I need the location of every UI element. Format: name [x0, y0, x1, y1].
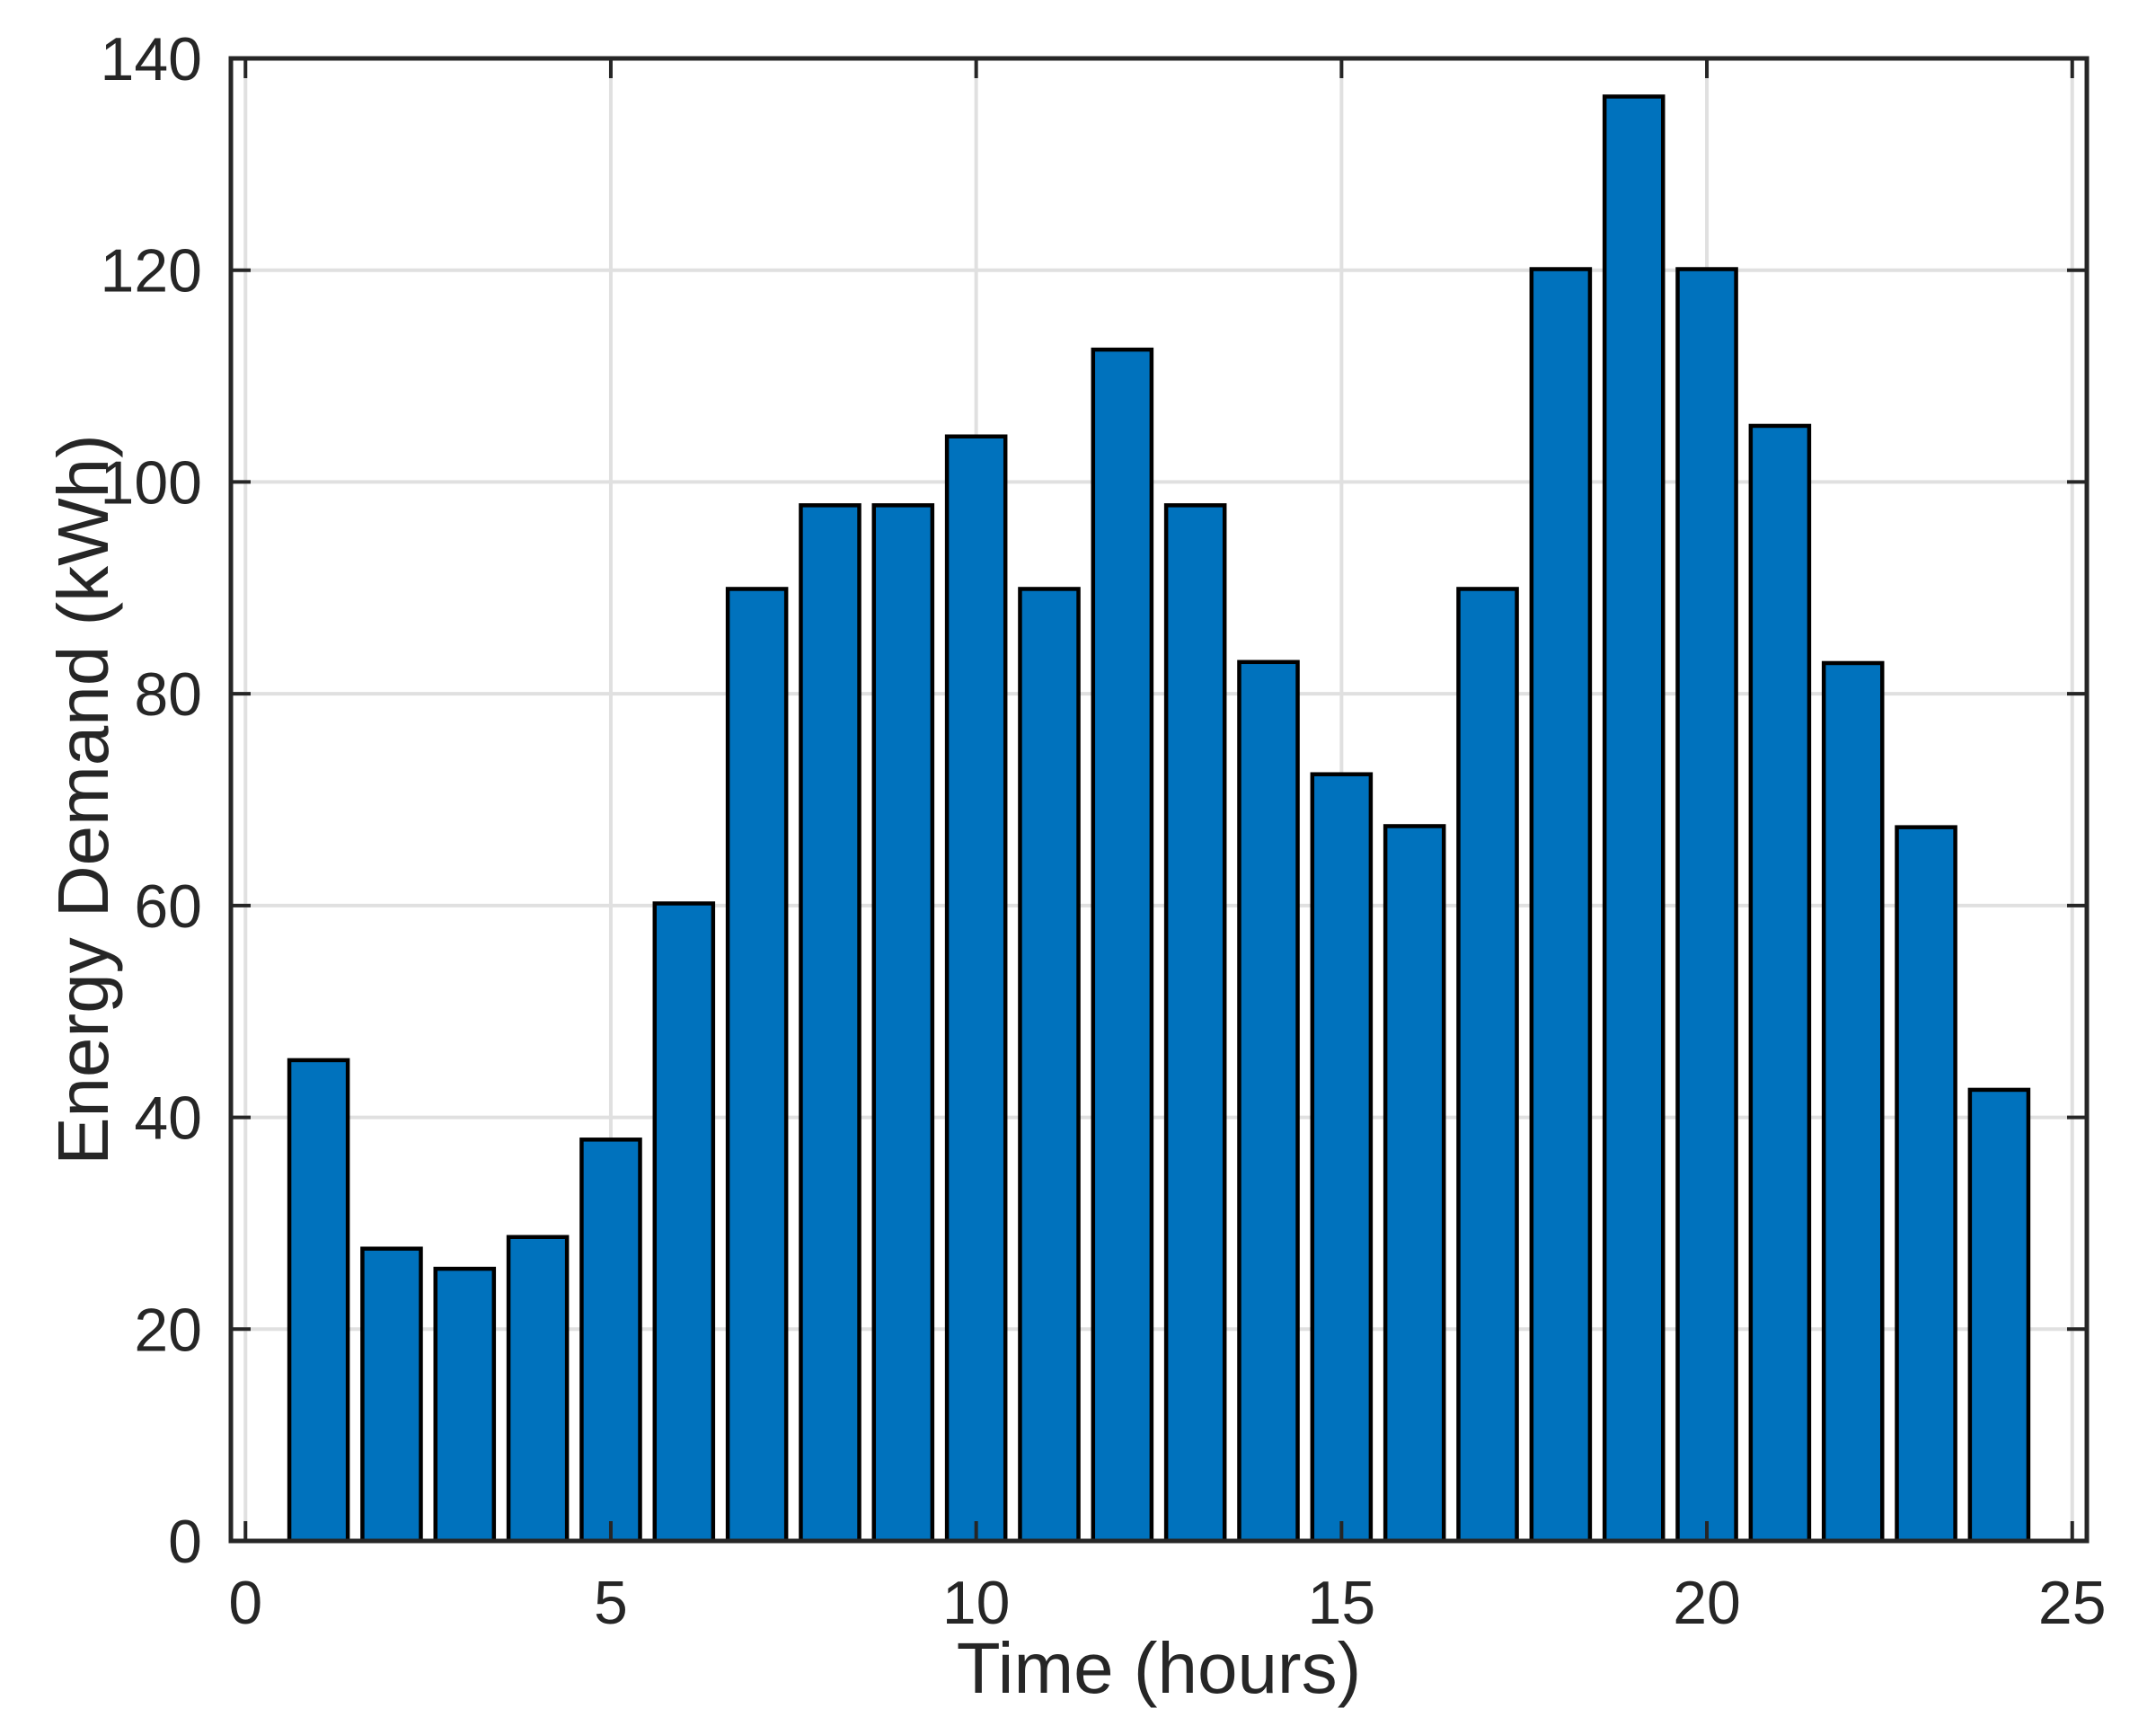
- bar-hour-17: [1456, 587, 1519, 1544]
- bar-hour-18: [1529, 267, 1593, 1544]
- bar-hour-12: [1091, 347, 1154, 1544]
- bar-hour-23: [1895, 825, 1957, 1544]
- bar-hour-5: [579, 1137, 642, 1544]
- bar-hour-2: [360, 1246, 423, 1544]
- bar-hour-21: [1748, 423, 1812, 1544]
- bar-hour-3: [433, 1266, 497, 1544]
- y-axis-label: Energy Demand (kWh): [43, 434, 123, 1165]
- y-tick-label: 60: [134, 872, 202, 941]
- x-tick-label: 20: [1673, 1569, 1741, 1637]
- y-tick-labels: 0 20 40 60 80 100 120 140: [101, 25, 202, 1576]
- x-axis-label: Time (hours): [957, 1628, 1361, 1708]
- bar-hour-1: [287, 1058, 350, 1544]
- bar-hour-8: [799, 503, 862, 1544]
- y-tick-label: 120: [101, 237, 202, 305]
- bar-hour-11: [1018, 587, 1081, 1544]
- bar-hour-7: [725, 587, 789, 1544]
- bar-hour-16: [1383, 824, 1446, 1544]
- y-tick-label: 140: [101, 25, 202, 93]
- bar-hour-24: [1967, 1087, 2031, 1544]
- bar-hour-9: [871, 503, 935, 1544]
- bar-hour-20: [1675, 267, 1738, 1544]
- x-tick-label: 0: [228, 1569, 262, 1637]
- bar-hour-10: [944, 434, 1008, 1544]
- bar-series: [287, 94, 2031, 1544]
- y-tick-label: 20: [134, 1296, 202, 1364]
- bar-hour-14: [1237, 659, 1300, 1544]
- x-tick-label: 25: [2038, 1569, 2107, 1637]
- y-tick-label: 100: [101, 448, 202, 517]
- x-tick-label: 10: [942, 1569, 1011, 1637]
- y-tick-label: 0: [168, 1508, 202, 1576]
- y-tick-label: 80: [134, 660, 202, 729]
- axis-box: [228, 56, 2090, 1544]
- tick-marks: [231, 57, 2087, 1543]
- bar-hour-13: [1163, 503, 1227, 1544]
- x-tick-labels: 0 5 10 15 20 25: [228, 1569, 2106, 1637]
- x-tick-label: 5: [594, 1569, 628, 1637]
- x-tick-label: 15: [1308, 1569, 1376, 1637]
- y-tick-label: 40: [134, 1084, 202, 1153]
- bar-hour-22: [1821, 660, 1885, 1544]
- bar-hour-19: [1602, 94, 1666, 1544]
- bar-hour-4: [506, 1235, 570, 1544]
- axis-outline: [228, 56, 2090, 1544]
- bar-hour-6: [652, 901, 716, 1544]
- bar-hour-15: [1310, 772, 1374, 1544]
